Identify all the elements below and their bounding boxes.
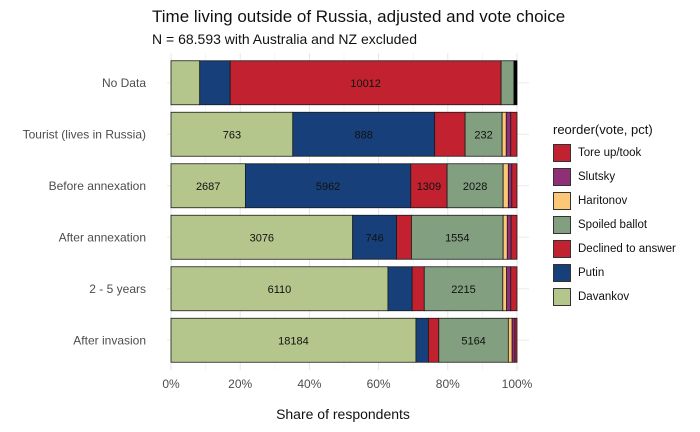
legend-swatch: [553, 192, 571, 210]
x-tick-label: 80%: [436, 377, 460, 391]
bar-segment: [411, 266, 425, 312]
data-label: 3076: [250, 232, 274, 244]
bar-segment: [170, 163, 246, 209]
bar-segment: [199, 60, 231, 106]
legend-item: Davankov: [553, 285, 676, 309]
data-label: 5164: [461, 335, 485, 347]
x-tick-label: 20%: [228, 377, 252, 391]
legend-swatch: [553, 240, 571, 258]
data-label: 18184: [278, 335, 309, 347]
bar-segment: [423, 266, 504, 312]
x-axis-title: Share of respondents: [276, 406, 410, 422]
legend-title: reorder(vote, pct): [553, 122, 653, 137]
legend-swatch: [553, 288, 571, 306]
data-label: 763: [223, 129, 241, 141]
legend-item: Haritonov: [553, 189, 676, 213]
bar-segment-end-mark: [514, 60, 517, 105]
data-label: 746: [365, 232, 383, 244]
bar-segment: [507, 317, 513, 363]
y-tick-label: Tourist (lives in Russia): [23, 127, 146, 141]
legend-label: Putin: [578, 267, 605, 279]
bar-segment: [170, 111, 294, 157]
legend-swatch: [553, 144, 571, 162]
bar-segment: [511, 163, 518, 209]
bar-segment: [511, 317, 516, 363]
data-label: 2215: [451, 284, 475, 296]
data-label: 6110: [268, 284, 292, 296]
bar-segment: [170, 317, 417, 363]
x-tick-label: 40%: [297, 377, 321, 391]
legend-item: Slutsky: [553, 165, 676, 189]
legend-label: Davankov: [578, 291, 630, 303]
data-label: 1309: [417, 181, 441, 193]
data-labels: 10012 763 888 232 2687 5962 1309 2028 3076 746 155…: [196, 78, 493, 348]
legend-swatch: [553, 168, 571, 186]
bar-segment: [428, 317, 440, 363]
legend-items: Tore up/took Slutsky Haritonov Spoiled ball…: [553, 141, 676, 309]
x-tick-label: 100%: [502, 377, 533, 391]
bar-segment: [506, 266, 512, 312]
y-tick-label: After invasion: [73, 333, 146, 347]
legend-label: Declined to answer: [578, 243, 676, 255]
legend-label: Slutsky: [578, 171, 616, 183]
bar-segment: [438, 317, 509, 363]
bar-segment: [510, 214, 518, 260]
bar-segment: [506, 214, 512, 260]
data-label: 232: [474, 129, 492, 141]
bar-segment: [510, 111, 518, 157]
data-label: 2687: [196, 181, 220, 193]
data-label: 2028: [463, 181, 487, 193]
bar-segment: [229, 60, 502, 106]
legend-item: Tore up/took: [553, 141, 676, 165]
y-tick-label: Before annexation: [49, 179, 146, 193]
data-label: 10012: [350, 78, 381, 90]
data-label: 5962: [316, 181, 340, 193]
bar-segment: [502, 163, 509, 209]
x-tick-labels: 0% 20% 40% 60% 80% 100%: [162, 377, 532, 391]
bar-segment: [464, 111, 503, 157]
legend-item: Spoiled ballot: [553, 213, 676, 237]
bar-segment: [244, 163, 412, 209]
chart-title: Time living outside of Russia, adjusted …: [152, 7, 566, 26]
y-tick-label: No Data: [102, 76, 146, 90]
legend: reorder(vote, pct) Tore up/took Slutsky Ha…: [553, 122, 676, 309]
bar-segment: [396, 214, 412, 260]
bar-segment: [507, 163, 513, 209]
bar-segment: [410, 163, 448, 209]
bar-segment: [505, 111, 512, 157]
bar-segment: [501, 111, 507, 157]
data-label: 1554: [445, 232, 469, 244]
legend-label: Haritonov: [578, 195, 628, 207]
legend-item: Putin: [553, 261, 676, 285]
bar-segment: [446, 163, 504, 209]
chart-subtitle: N = 68.593 with Australia and NZ exclude…: [152, 31, 417, 47]
bar-segment: [170, 60, 201, 106]
bars: [170, 60, 518, 363]
bar-segment: [292, 111, 436, 157]
bar-segment: [387, 266, 413, 312]
bar-segment: [170, 266, 389, 312]
bar-segment: [502, 214, 508, 260]
bar-segment: [500, 60, 515, 106]
bar-segment: [514, 317, 518, 363]
bar-segment: [434, 111, 466, 157]
legend-label: Spoiled ballot: [578, 219, 648, 231]
legend-label: Tore up/took: [578, 147, 642, 159]
legend-swatch: [553, 216, 571, 234]
x-tick-label: 0%: [162, 377, 180, 391]
x-tick-label: 60%: [367, 377, 391, 391]
bar-segment: [170, 214, 354, 260]
y-tick-label: After annexation: [59, 230, 146, 244]
legend-swatch: [553, 264, 571, 282]
bar-segment: [510, 266, 518, 312]
bar-segment: [502, 266, 508, 312]
legend-item: Declined to answer: [553, 237, 676, 261]
y-tick-label: 2 - 5 years: [89, 282, 146, 296]
bar-segment: [415, 317, 429, 363]
data-label: 888: [355, 129, 373, 141]
y-tick-labels: No Data Tourist (lives in Russia) Before a…: [23, 76, 147, 348]
